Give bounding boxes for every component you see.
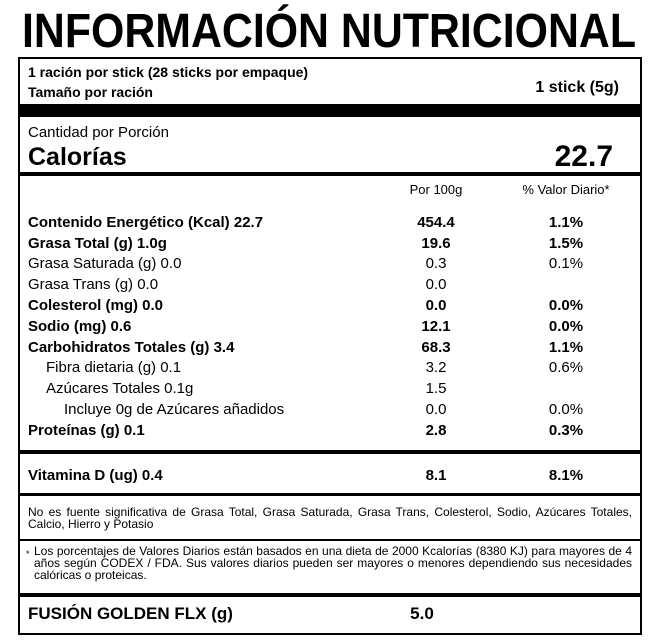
nutrient-row: Azúcares Totales 0.1g 1.5 — [28, 379, 632, 399]
divider — [18, 104, 642, 117]
cell: Sodio (mg) 0.6 — [28, 318, 132, 335]
cell: Grasa Saturada (g) 0.0 — [28, 255, 182, 272]
cell: Grasa Total (g) 1.0g — [28, 235, 167, 252]
cell: Incluye 0g de Azúcares añadidos — [64, 401, 285, 418]
column-header: % Valor Diario* — [522, 182, 610, 197]
nutrient-row: Incluye 0g de Azúcares añadidos 0.0 0.0% — [28, 400, 632, 420]
cell: 1.5% — [548, 235, 584, 252]
divider — [18, 593, 642, 597]
title-area: INFORMACIÓN NUTRICIONAL — [22, 3, 636, 57]
cell: 0.0% — [548, 318, 584, 335]
serving-size-value: 1 stick (5g) — [535, 79, 619, 96]
divider — [18, 539, 642, 541]
column-header: Por 100g — [409, 182, 463, 197]
divider — [18, 493, 642, 496]
title: INFORMACIÓN NUTRICIONAL — [22, 3, 636, 57]
cell: 19.6 — [421, 235, 451, 252]
cell: Proteínas (g) 0.1 — [28, 422, 145, 439]
nutrient-row: Fibra dietaria (g) 0.1 3.2 0.6% — [28, 358, 632, 378]
cell: Fibra dietaria (g) 0.1 — [46, 359, 182, 376]
nutrient-row: Sodio (mg) 0.6 12.1 0.0% — [28, 317, 632, 337]
divider — [18, 450, 642, 454]
note-marker: * — [26, 549, 30, 559]
label-border — [18, 57, 642, 635]
cell: 1.1% — [548, 339, 584, 356]
cell: 0.0 — [425, 297, 447, 314]
nutrient-row: Proteínas (g) 0.1 2.8 0.3% — [28, 421, 632, 441]
cell: 68.3 — [421, 339, 451, 356]
cell: Grasa Trans (g) 0.0 — [28, 276, 159, 293]
cell: 0.3 — [425, 255, 447, 272]
nutrient-row: Grasa Trans (g) 0.0 0.0 — [28, 275, 632, 295]
cell: Contenido Energético (Kcal) 22.7 — [28, 214, 264, 231]
cell: 0.0 — [425, 276, 447, 293]
cell: Vitamina D (ug) 0.4 — [28, 467, 163, 484]
cell: 454.4 — [417, 214, 455, 231]
cell: 1.1% — [548, 214, 584, 231]
column-headers: Por 100g % Valor Diario* — [28, 180, 632, 200]
nutrient-row: Contenido Energético (Kcal) 22.7 454.4 1.1… — [28, 213, 632, 233]
cell: 0.0% — [548, 401, 584, 418]
cell: 0.6% — [548, 359, 584, 376]
servings-per-pack: 1 ración por stick (28 sticks por empaqu… — [28, 64, 309, 80]
nutrient-row: Colesterol (mg) 0.0 0.0 0.0% — [28, 296, 632, 316]
note: No es fuente significativa de Grasa Tota… — [28, 505, 632, 531]
divider — [18, 172, 642, 176]
nutrient-row: Grasa Total (g) 1.0g 19.6 1.5% — [28, 234, 632, 254]
cell: Carbohidratos Totales (g) 3.4 — [28, 339, 235, 356]
cell: 3.2 — [425, 359, 447, 376]
cell: Colesterol (mg) 0.0 — [28, 297, 164, 314]
calories-label: Calorías — [28, 143, 127, 171]
nutrient-row: Carbohidratos Totales (g) 3.4 68.3 1.1% — [28, 338, 632, 358]
cell: 0.0 — [425, 401, 447, 418]
cell: 0.1% — [548, 255, 584, 272]
footer-label: FUSIÓN GOLDEN FLX (g) — [28, 604, 233, 623]
nutrient-row: Grasa Saturada (g) 0.0 0.3 0.1% — [28, 254, 632, 274]
cell: Azúcares Totales 0.1g — [46, 380, 194, 397]
cell: 8.1 — [425, 467, 447, 484]
serving-size-label: Tamaño por ración — [28, 84, 153, 100]
cell: 0.3% — [548, 422, 584, 439]
footer-value: 5.0 — [410, 604, 434, 623]
cell: 0.0% — [548, 297, 584, 314]
calories-value: 22.7 — [554, 140, 613, 173]
vitamin-row: Vitamina D (ug) 0.4 8.1 8.1% — [28, 466, 632, 486]
cell: 8.1% — [548, 467, 584, 484]
cell: 2.8 — [425, 422, 447, 439]
cell: 12.1 — [421, 318, 451, 335]
note: Los porcentajes de Valores Diarios están… — [34, 544, 632, 582]
cell: 1.5 — [425, 380, 447, 397]
amount-header: Cantidad por Porción — [28, 124, 169, 141]
